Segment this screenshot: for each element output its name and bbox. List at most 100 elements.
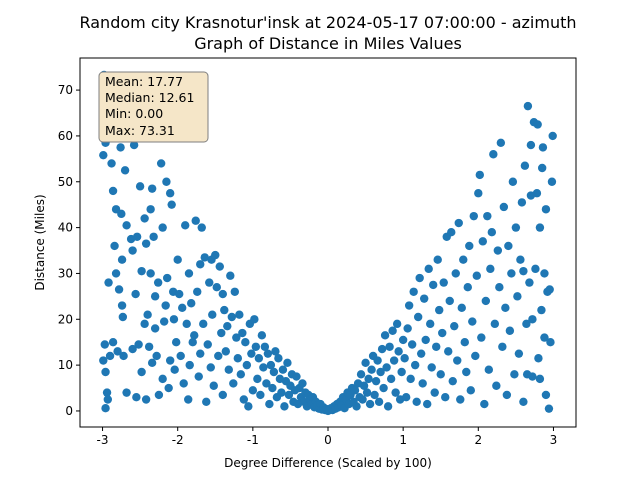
data-point xyxy=(371,376,381,386)
data-point xyxy=(474,189,483,198)
stats-median: Median: 12.61 xyxy=(105,90,194,105)
data-point xyxy=(505,326,515,335)
chart-title-line2: Graph of Distance in Miles Values xyxy=(194,34,462,53)
data-point xyxy=(159,317,169,326)
data-point xyxy=(380,331,390,340)
data-point xyxy=(364,374,373,384)
x-tick-label: 3 xyxy=(550,433,558,447)
data-point xyxy=(451,269,460,278)
data-point xyxy=(404,301,414,310)
data-point xyxy=(374,397,384,406)
data-point xyxy=(418,379,427,388)
data-point xyxy=(410,360,420,370)
data-point xyxy=(502,390,512,400)
data-point xyxy=(108,186,118,196)
data-point xyxy=(386,374,396,384)
data-point xyxy=(492,381,501,390)
data-point xyxy=(146,269,155,278)
data-point xyxy=(120,166,130,175)
data-point xyxy=(526,140,536,150)
data-point xyxy=(212,282,221,292)
data-point xyxy=(100,340,110,349)
data-point xyxy=(383,402,393,411)
data-point xyxy=(248,386,258,395)
x-tick-label: 2 xyxy=(474,433,482,447)
data-point xyxy=(122,221,131,230)
data-point xyxy=(227,312,237,322)
data-point xyxy=(265,399,274,409)
data-point xyxy=(439,278,448,287)
y-axis: 0 10 20 30 40 50 60 70 xyxy=(58,83,80,418)
data-point xyxy=(537,305,546,315)
data-point xyxy=(169,315,179,324)
data-point xyxy=(256,390,265,400)
data-point xyxy=(298,379,307,388)
data-point xyxy=(152,351,161,361)
data-point xyxy=(141,395,151,404)
data-point xyxy=(444,347,453,356)
data-point xyxy=(365,399,375,409)
data-point xyxy=(266,360,276,370)
data-point xyxy=(537,163,547,173)
data-point xyxy=(134,340,143,349)
data-point xyxy=(200,253,209,262)
data-point xyxy=(146,205,155,214)
data-point xyxy=(456,395,465,404)
data-point xyxy=(477,333,486,342)
data-point xyxy=(548,131,557,141)
data-point xyxy=(117,209,126,219)
data-point xyxy=(533,120,542,129)
x-tick-label: -1 xyxy=(247,433,259,447)
data-point xyxy=(137,266,146,276)
data-point xyxy=(99,150,108,160)
data-point xyxy=(427,363,436,372)
data-point xyxy=(277,388,286,397)
data-point xyxy=(544,404,554,413)
data-point xyxy=(466,386,475,395)
data-point xyxy=(450,321,459,331)
data-point xyxy=(161,301,170,310)
data-point xyxy=(268,383,277,393)
data-point xyxy=(278,365,288,374)
data-point xyxy=(389,356,399,365)
data-point xyxy=(352,402,361,411)
data-point xyxy=(129,140,139,150)
data-point xyxy=(397,367,406,377)
data-point xyxy=(540,333,549,342)
data-point xyxy=(487,227,497,237)
data-point xyxy=(510,370,519,379)
data-point xyxy=(223,321,232,331)
data-point xyxy=(209,381,218,390)
data-point xyxy=(184,269,194,278)
data-point xyxy=(239,395,249,404)
data-point xyxy=(531,264,540,274)
data-point xyxy=(250,315,259,324)
data-point xyxy=(495,282,504,292)
data-point xyxy=(392,319,402,329)
data-point xyxy=(218,390,227,400)
data-point xyxy=(478,237,488,246)
data-point xyxy=(362,388,372,397)
data-point xyxy=(496,138,506,147)
data-point xyxy=(269,367,279,377)
data-point xyxy=(162,177,171,186)
data-point xyxy=(423,399,432,409)
data-point xyxy=(141,239,151,248)
data-point xyxy=(388,326,397,335)
data-point xyxy=(137,367,146,377)
data-point xyxy=(241,338,250,347)
data-point xyxy=(484,365,494,374)
data-point xyxy=(171,338,181,347)
data-point xyxy=(108,338,118,347)
data-point xyxy=(251,342,261,351)
data-point xyxy=(175,289,184,299)
data-point xyxy=(540,269,549,278)
data-point xyxy=(459,255,468,264)
data-point xyxy=(147,184,157,193)
data-point xyxy=(170,365,179,374)
y-tick-label: 50 xyxy=(58,175,73,189)
data-point xyxy=(181,221,190,230)
data-point xyxy=(132,393,141,402)
data-point xyxy=(205,278,214,287)
